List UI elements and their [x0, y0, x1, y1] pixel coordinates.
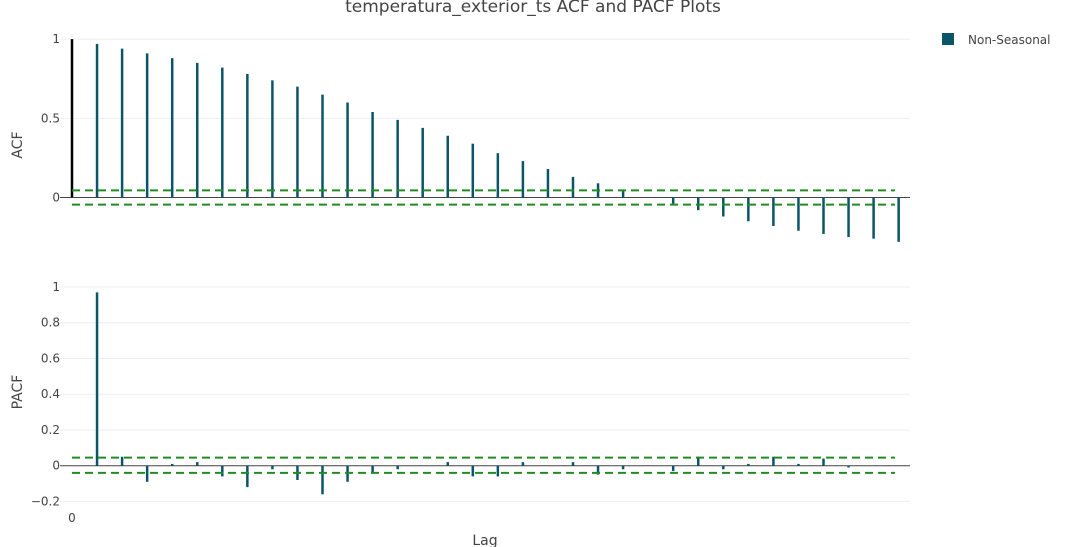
y-tick-label: 0: [52, 191, 60, 205]
chart-title: temperatura_exterior_ts ACF and PACF Plo…: [345, 0, 721, 17]
y-tick-label: 0.4: [41, 387, 60, 401]
y-tick-label: 1: [52, 32, 60, 46]
legend-label: Non-Seasonal: [968, 33, 1051, 47]
y-tick-label: 0: [52, 459, 60, 473]
y-tick-label: 0.5: [41, 111, 60, 125]
y-tick-label: 0.2: [41, 423, 60, 437]
y-tick-label: 0.8: [41, 316, 60, 330]
x-tick-label: 0: [68, 511, 76, 525]
y-tick-label: 0.6: [41, 351, 60, 365]
y-tick-label: −0.2: [31, 494, 60, 508]
pacf-axis-title: PACF: [10, 375, 26, 410]
legend[interactable]: Non-Seasonal: [942, 33, 1051, 47]
legend-swatch: [942, 33, 954, 45]
y-tick-label: 1: [52, 280, 60, 294]
x-axis-title: Lag: [472, 533, 497, 547]
acf-subplot: 00.51: [41, 32, 910, 242]
acf-axis-title: ACF: [10, 131, 26, 158]
pacf-subplot: −0.2 0 0.2 0.4 0.6 0.8 1: [31, 280, 910, 508]
